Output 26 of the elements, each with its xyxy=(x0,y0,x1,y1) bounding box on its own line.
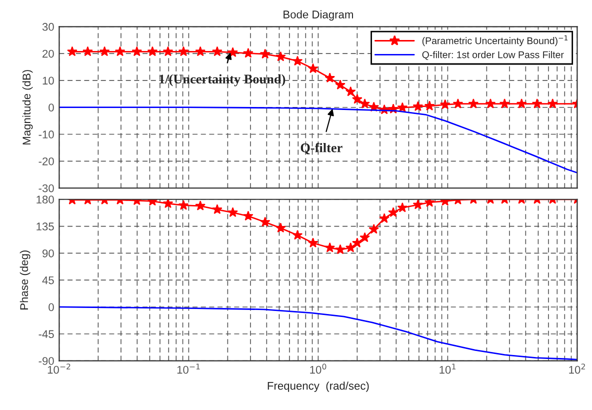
annotation: Q-filter xyxy=(300,142,342,154)
y-tick-label: -20 xyxy=(38,157,54,166)
x-tick-label: 10$^{−2}$ xyxy=(48,364,70,374)
y-tick-label: -10 xyxy=(38,130,54,138)
x-tick-label: 10$^{0}$ xyxy=(310,364,326,374)
legend-label: (Parametric Uncertainty Bound)$^{−1}$ xyxy=(422,35,568,46)
y-tick-label: -30 xyxy=(38,184,54,192)
legend-label: Q-filter: 1st order Low Pass Filter xyxy=(422,51,564,60)
y-tick-label: 30 xyxy=(42,22,54,31)
x-tick-label: 10$^{2}$ xyxy=(569,364,585,374)
y-tick-label: 180 xyxy=(36,196,54,204)
x-axis-title: Frequency (rad/sec) xyxy=(268,382,369,392)
x-tick-label: 10$^{−1}$ xyxy=(177,364,200,374)
y-axis-title: Magnitude (dB) xyxy=(22,70,33,144)
y-tick-label: -45 xyxy=(38,330,54,338)
y-tick-label: -90 xyxy=(38,357,54,365)
y-tick-label: 20 xyxy=(42,50,54,58)
x-tick-label: 10$^{1}$ xyxy=(440,364,456,374)
y-tick-label: 45 xyxy=(42,276,54,284)
y-tick-label: 90 xyxy=(42,249,54,258)
chart-title: Bode Diagram xyxy=(284,10,353,21)
y-tick-label: 135 xyxy=(36,222,54,230)
y-axis-title: Phase (deg) xyxy=(20,250,30,310)
y-tick-label: 0 xyxy=(48,104,54,112)
y-tick-label: 0 xyxy=(48,303,54,312)
y-tick-label: 10 xyxy=(42,76,54,85)
